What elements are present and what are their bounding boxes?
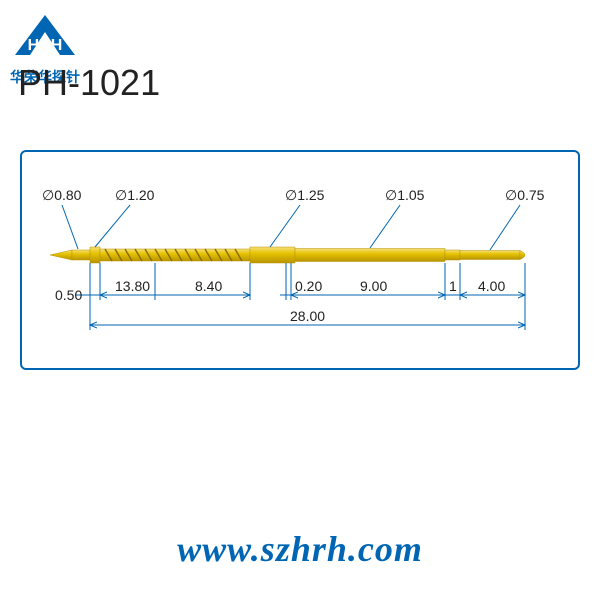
probe-diagram: ∅0.80 ∅1.20 ∅1.25 ∅1.05 ∅0.75 0.50 13.80 [0, 0, 600, 600]
len-label: 1 [449, 278, 457, 294]
diam-label: ∅1.20 [115, 187, 155, 203]
website-url: www.szhrh.com [0, 528, 600, 570]
diam-label: ∅0.75 [505, 187, 545, 203]
len-label: 9.00 [360, 278, 387, 294]
diam-label: ∅1.05 [385, 187, 425, 203]
diam-label: ∅0.80 [42, 187, 82, 203]
len-label: 4.00 [478, 278, 505, 294]
len-label: 28.00 [290, 308, 325, 324]
len-label: 0.50 [55, 287, 82, 303]
length-dims-row1: 0.50 13.80 8.40 0.20 9.00 1 4.00 [55, 278, 525, 303]
diameter-callouts: ∅0.80 ∅1.20 ∅1.25 ∅1.05 ∅0.75 [42, 187, 545, 250]
probe-body [50, 247, 525, 263]
len-label: 13.80 [115, 278, 150, 294]
length-dim-overall: 28.00 [90, 308, 525, 325]
diam-label: ∅1.25 [285, 187, 325, 203]
len-label: 0.20 [295, 278, 322, 294]
len-label: 8.40 [195, 278, 222, 294]
